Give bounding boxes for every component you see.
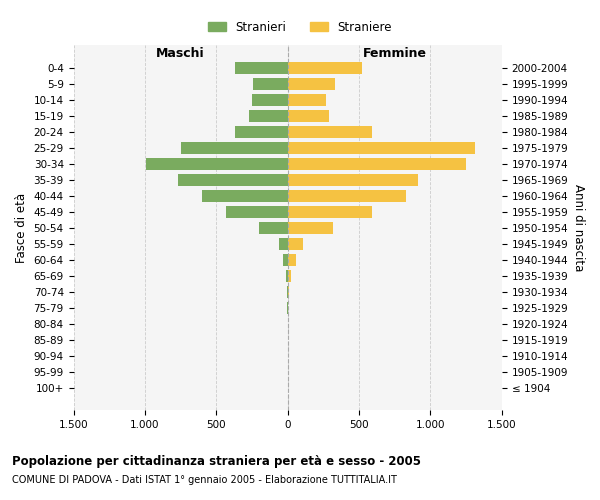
Bar [252, 94, 287, 106]
Bar [253, 78, 287, 90]
Legend: Stranieri, Straniere: Stranieri, Straniere [203, 16, 397, 38]
Bar [286, 270, 287, 281]
Bar [287, 238, 304, 250]
Bar [279, 238, 287, 250]
Bar [287, 78, 335, 90]
Bar [287, 94, 326, 106]
Bar [287, 254, 296, 266]
Bar [181, 142, 287, 154]
Bar [226, 206, 287, 218]
Bar [235, 62, 287, 74]
Bar [287, 302, 289, 314]
Bar [287, 270, 291, 281]
Bar [249, 110, 287, 122]
Text: Maschi: Maschi [156, 46, 205, 60]
Bar [287, 222, 334, 234]
Bar [235, 126, 287, 138]
Bar [287, 110, 329, 122]
Bar [287, 190, 406, 202]
Bar [287, 286, 289, 298]
Text: Femmine: Femmine [363, 46, 427, 60]
Bar [283, 254, 287, 266]
Bar [178, 174, 287, 186]
Y-axis label: Anni di nascita: Anni di nascita [572, 184, 585, 272]
Text: COMUNE DI PADOVA - Dati ISTAT 1° gennaio 2005 - Elaborazione TUTTITALIA.IT: COMUNE DI PADOVA - Dati ISTAT 1° gennaio… [12, 475, 397, 485]
Y-axis label: Fasce di età: Fasce di età [15, 192, 28, 262]
Bar [287, 174, 418, 186]
Bar [259, 222, 287, 234]
Bar [287, 126, 372, 138]
Bar [146, 158, 287, 170]
Bar [287, 62, 362, 74]
Text: Popolazione per cittadinanza straniera per età e sesso - 2005: Popolazione per cittadinanza straniera p… [12, 455, 421, 468]
Bar [287, 158, 466, 170]
Bar [287, 206, 372, 218]
Bar [202, 190, 287, 202]
Bar [287, 142, 475, 154]
